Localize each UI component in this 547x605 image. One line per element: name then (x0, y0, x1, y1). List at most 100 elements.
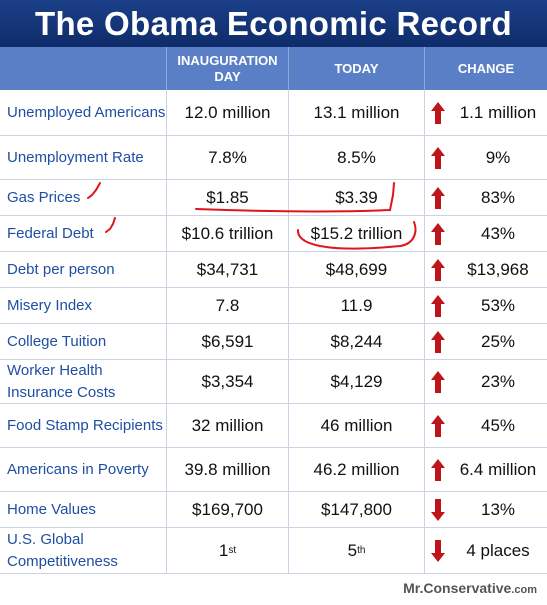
table-body: Unemployed Americans 12.0 million 13.1 mil… (0, 90, 547, 574)
header-blank (0, 47, 166, 90)
change-cell: 53% (424, 288, 547, 323)
change-cell: 4 places (424, 528, 547, 573)
change-cell: 23% (424, 360, 547, 403)
change-value: 6.4 million (459, 459, 537, 479)
today-value: $15.2 trillion (310, 223, 403, 243)
inauguration-value: $34,731 (196, 259, 259, 279)
inauguration-value: 7.8 (215, 295, 240, 315)
today-cell: $3.39 (288, 180, 424, 215)
header-today: TODAY (288, 47, 424, 90)
inauguration-value: $1.85 (206, 187, 249, 207)
table-row: Debt per person $34,731 $48,699 $13,968 (0, 252, 547, 288)
table-row: Federal Debt $10.6 trillion $15.2 trillion… (0, 216, 547, 252)
change-cell: $13,968 (424, 252, 547, 287)
inauguration-value: 32 million (191, 415, 264, 435)
row-label: Americans in Poverty (0, 448, 166, 491)
inauguration-cell: $6,591 (166, 324, 288, 359)
today-cell: $48,699 (288, 252, 424, 287)
today-cell: $15.2 trillion (288, 216, 424, 251)
today-cell: $147,800 (288, 492, 424, 527)
inauguration-cell: 32 million (166, 404, 288, 447)
change-value: 13% (480, 499, 516, 519)
inauguration-cell: 39.8 million (166, 448, 288, 491)
change-value: 9% (485, 147, 511, 167)
row-label: Debt per person (0, 252, 166, 287)
change-cell: 83% (424, 180, 547, 215)
inauguration-value: $6,591 (201, 331, 254, 351)
inauguration-cell: 12.0 million (166, 90, 288, 135)
today-value: 8.5% (337, 147, 376, 167)
today-cell: 11.9 (288, 288, 424, 323)
row-label: Unemployment Rate (0, 136, 166, 179)
today-value: 13.1 million (313, 102, 400, 122)
change-cell: 43% (424, 216, 547, 251)
today-cell: 46.2 million (288, 448, 424, 491)
arrow-down-icon (431, 539, 445, 562)
arrow-up-icon (431, 294, 445, 317)
change-value: 45% (480, 415, 516, 435)
brand-name: Mr.Conservative (403, 580, 512, 596)
inauguration-cell: $169,700 (166, 492, 288, 527)
today-value: $48,699 (325, 259, 388, 279)
inauguration-value: 39.8 million (184, 459, 271, 479)
inauguration-suffix: st (228, 545, 237, 556)
table-row: Americans in Poverty 39.8 million 46.2 mil… (0, 448, 547, 492)
today-cell: $8,244 (288, 324, 424, 359)
inauguration-cell: $34,731 (166, 252, 288, 287)
table-row: Unemployed Americans 12.0 million 13.1 mil… (0, 90, 547, 136)
today-value: $147,800 (321, 499, 392, 519)
inauguration-value: 1 (218, 540, 229, 560)
table-row: Misery Index 7.8 11.9 53% (0, 288, 547, 324)
change-cell: 6.4 million (424, 448, 547, 491)
inauguration-cell: $10.6 trillion (166, 216, 288, 251)
table-row: Home Values $169,700 $147,800 13% (0, 492, 547, 528)
today-value: 46 million (320, 415, 393, 435)
inauguration-cell: $1.85 (166, 180, 288, 215)
row-label: Worker Health Insurance Costs (0, 360, 166, 403)
arrow-up-icon (431, 101, 445, 124)
table-row: Gas Prices $1.85 $3.39 83% (0, 180, 547, 216)
page-title: The Obama Economic Record (0, 0, 547, 47)
arrow-down-icon (431, 498, 445, 521)
today-value: 5 (347, 540, 358, 560)
today-cell: $4,129 (288, 360, 424, 403)
brand-tld: .com (511, 584, 537, 596)
inauguration-value: $169,700 (192, 499, 263, 519)
change-value: 83% (480, 187, 516, 207)
row-label: Home Values (0, 492, 166, 527)
change-value: 1.1 million (459, 102, 537, 122)
arrow-up-icon (431, 458, 445, 481)
brand-watermark: Mr.Conservative.com (403, 580, 537, 596)
change-value: 53% (480, 295, 516, 315)
table-row: Unemployment Rate 7.8% 8.5% 9% (0, 136, 547, 180)
today-suffix: th (357, 545, 366, 556)
change-value: $13,968 (467, 259, 529, 279)
inauguration-value: 7.8% (208, 147, 247, 167)
change-value: 25% (480, 331, 516, 351)
row-label: Gas Prices (0, 180, 166, 215)
arrow-up-icon (431, 186, 445, 209)
table-header: INAUGURATION DAY TODAY CHANGE (0, 47, 547, 90)
today-value: $3.39 (335, 187, 378, 207)
header-inauguration-day: INAUGURATION DAY (166, 47, 288, 90)
row-label: Misery Index (0, 288, 166, 323)
row-label: Food Stamp Recipients (0, 404, 166, 447)
arrow-up-icon (431, 330, 445, 353)
arrow-up-icon (431, 146, 445, 169)
inauguration-value: $10.6 trillion (181, 223, 274, 243)
change-value: 43% (480, 223, 516, 243)
inauguration-cell: 7.8 (166, 288, 288, 323)
inauguration-value: $3,354 (201, 371, 254, 391)
header-change: CHANGE (424, 47, 547, 90)
row-label: Unemployed Americans (0, 90, 166, 135)
today-value: $8,244 (330, 331, 383, 351)
table-row: College Tuition $6,591 $8,244 25% (0, 324, 547, 360)
arrow-up-icon (431, 258, 445, 281)
today-cell: 13.1 million (288, 90, 424, 135)
row-label: Federal Debt (0, 216, 166, 251)
table-row: Worker Health Insurance Costs $3,354 $4,12… (0, 360, 547, 404)
change-cell: 9% (424, 136, 547, 179)
